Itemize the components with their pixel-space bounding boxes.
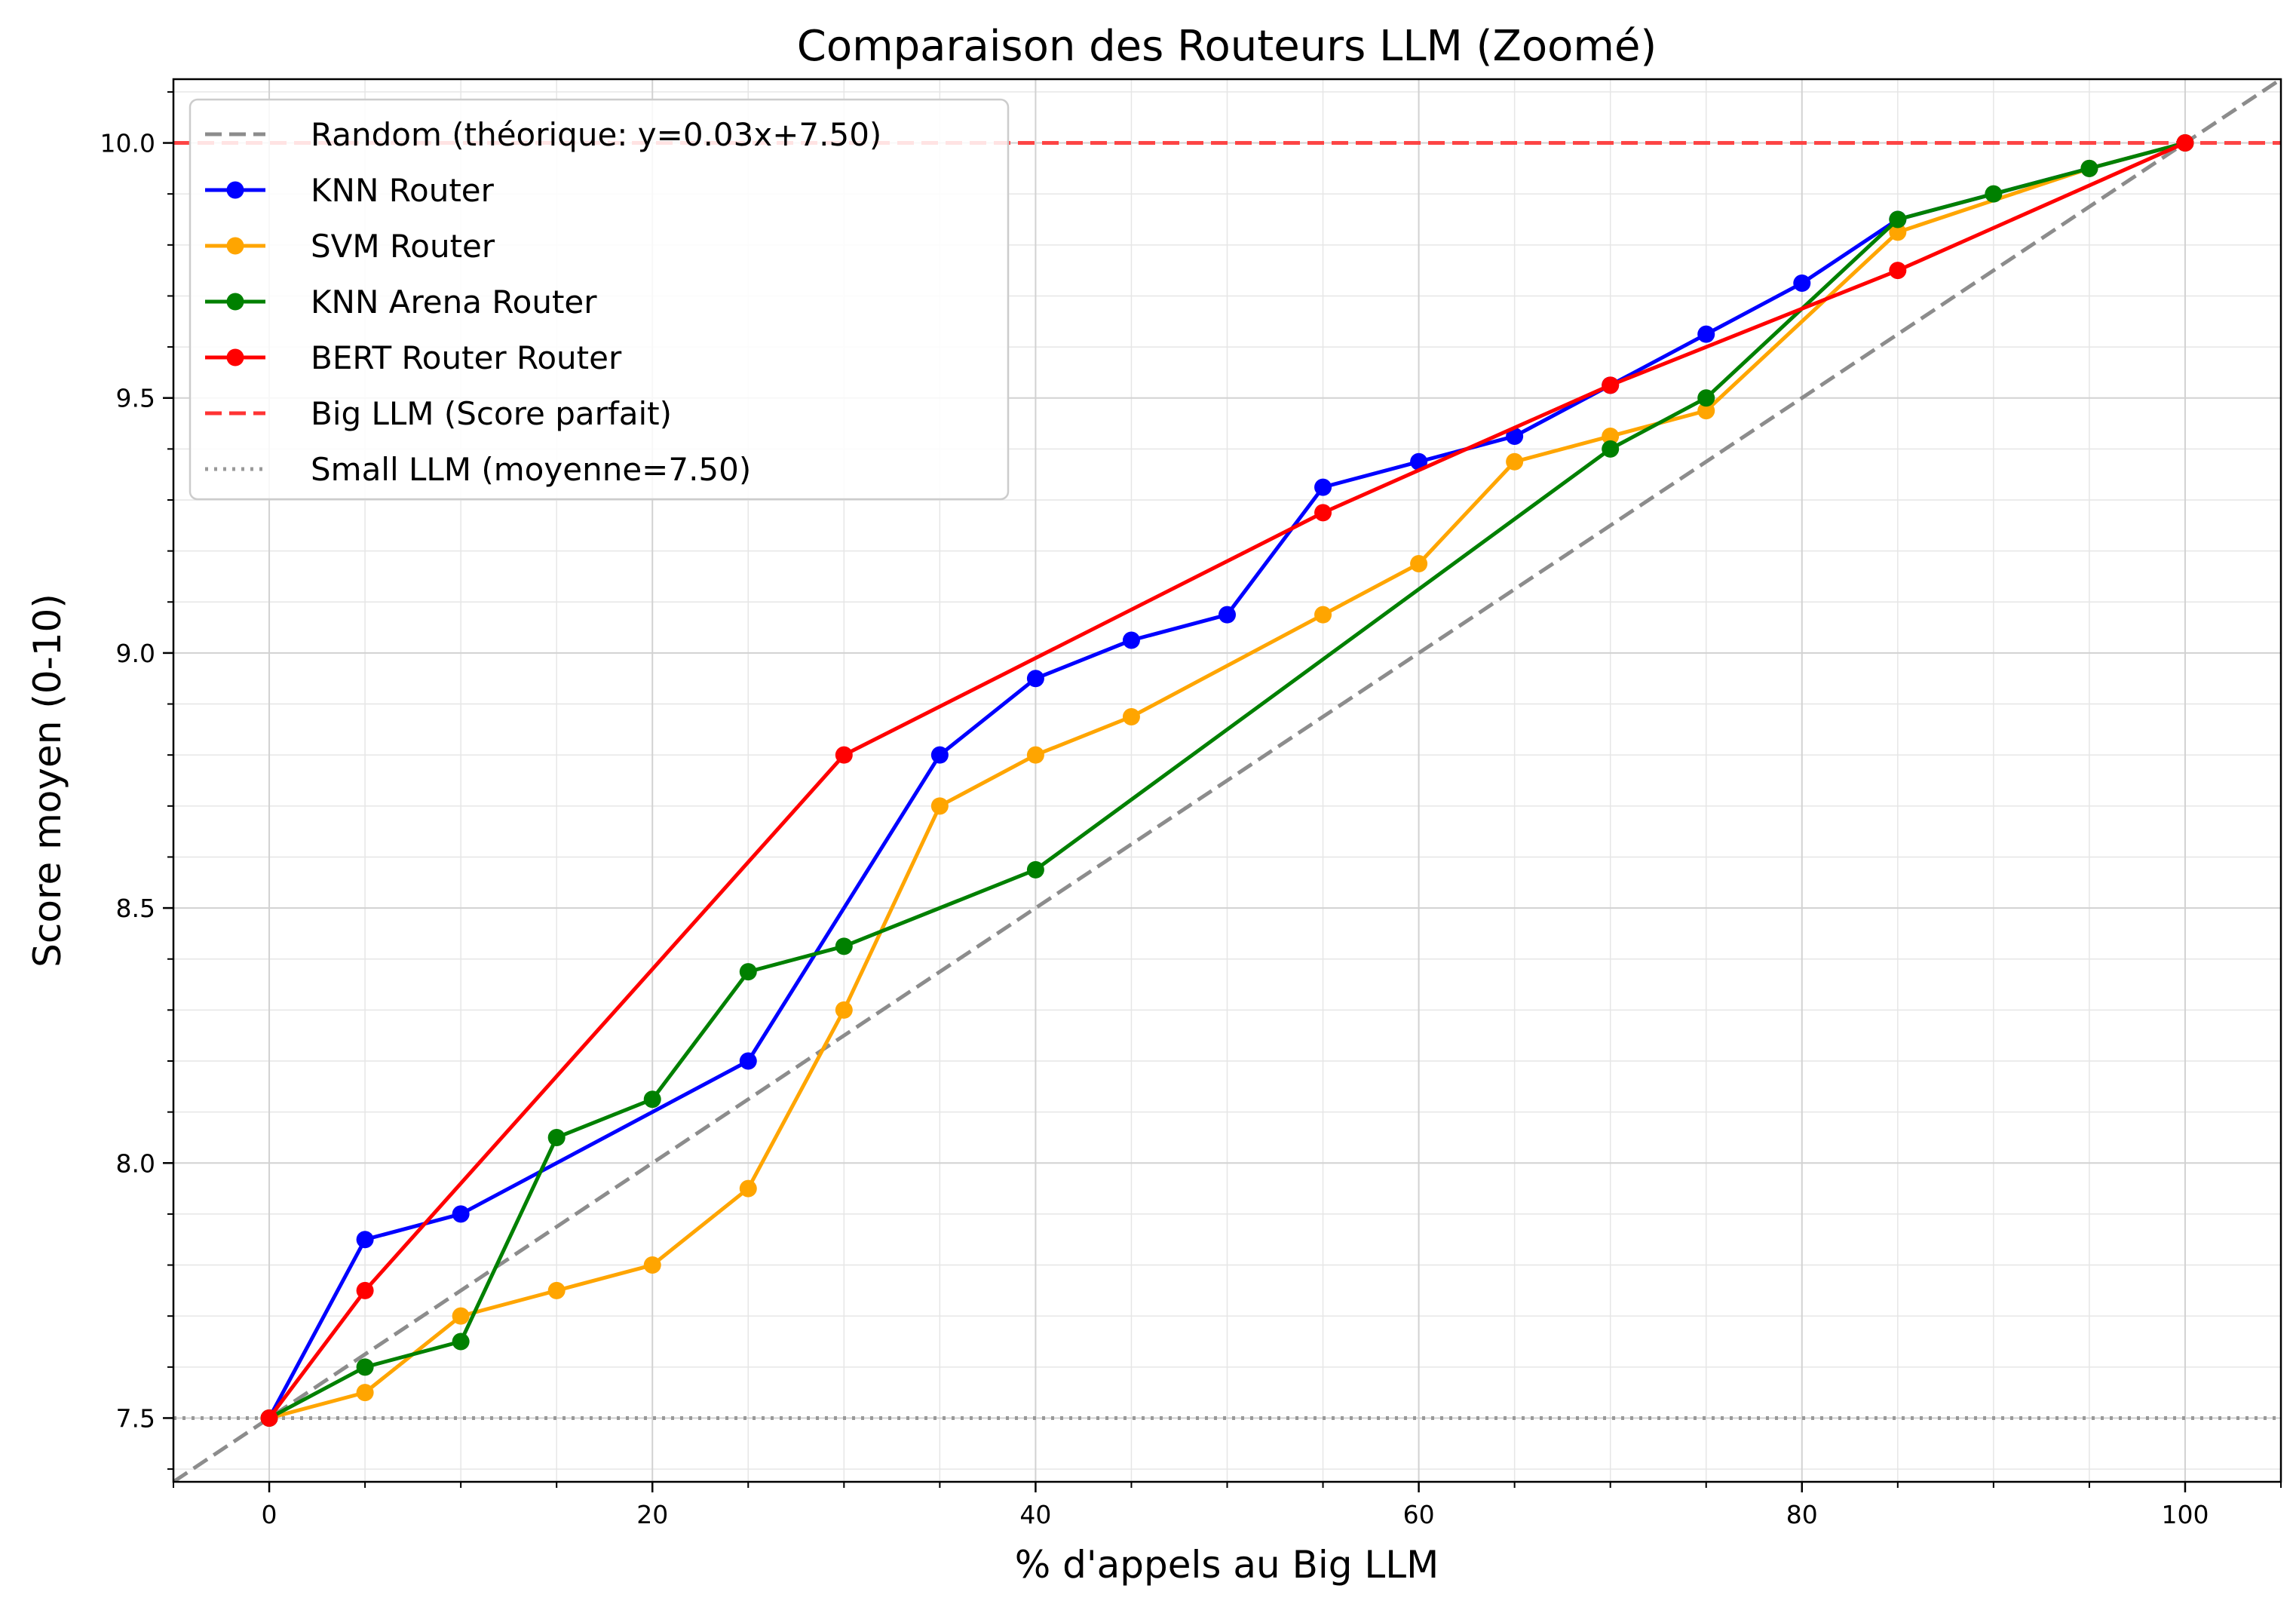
legend-entry-label: SVM Router (311, 228, 495, 265)
chart-title: Comparaison des Routeurs LLM (Zoomé) (797, 22, 1657, 71)
series-1-point (739, 1179, 757, 1198)
y-tick-label: 7.5 (116, 1403, 155, 1433)
series-0-point (1410, 452, 1428, 471)
series-1-point (1506, 452, 1524, 471)
series-0-point (1506, 427, 1524, 445)
legend-box (189, 98, 1010, 501)
series-0-point (1697, 325, 1715, 343)
series-0-point (739, 1052, 757, 1070)
series-1-point (1602, 427, 1620, 445)
series-2-point (1889, 210, 1907, 228)
series-0-point (1219, 606, 1236, 624)
y-tick-label: 8.0 (116, 1149, 155, 1178)
legend: Random (théorique: y=0.03x+7.50) KNN Rout… (189, 98, 1010, 501)
legend-entry-label: KNN Router (311, 172, 495, 209)
series-1-point (356, 1384, 374, 1402)
series-2-point (1697, 389, 1715, 407)
series-2-point (739, 963, 757, 981)
legend-entry-label: BERT Router Router (311, 339, 622, 376)
series-2-point (2080, 159, 2098, 177)
series-2-point (547, 1128, 566, 1146)
series-0-point (356, 1231, 374, 1249)
reference-line-0 (173, 79, 2281, 1482)
legend-swatch-marker (226, 237, 244, 255)
axes: 0 20 40 60 80 100 7.5 8.0 8.5 9.0 9.5 10.0 (100, 90, 2282, 1529)
x-tick-label: 60 (1403, 1500, 1435, 1529)
series-line-1 (268, 141, 2186, 1420)
series-2-point (835, 937, 853, 955)
y-tick-label: 10.0 (100, 129, 155, 158)
legend-swatch-marker (226, 293, 244, 311)
legend-entry-label: Big LLM (Score parfait) (311, 395, 672, 432)
series-3-point (356, 1281, 374, 1299)
series-1-point (1410, 555, 1428, 573)
series-line-2 (268, 141, 2186, 1420)
y-tick-label: 9.5 (116, 384, 155, 413)
legend-swatch-marker (226, 181, 244, 199)
legend-entry-label: KNN Arena Router (311, 284, 597, 320)
plot-clipped (173, 79, 2281, 1482)
series-1-point (1026, 746, 1044, 764)
x-tick-label: 0 (262, 1500, 277, 1529)
x-axis-label: % d'appels au Big LLM (1015, 1543, 1439, 1587)
y-tick-label: 8.5 (116, 894, 155, 923)
series-0-point (452, 1205, 470, 1223)
series-0-point (1793, 274, 1811, 293)
legend-entry-label: Random (théorique: y=0.03x+7.50) (311, 116, 881, 153)
series-3-point (835, 746, 853, 764)
series-1-point (1122, 707, 1140, 725)
series-1-point (452, 1307, 470, 1325)
series-1-point (835, 1001, 853, 1019)
series-2-point (452, 1333, 470, 1351)
series-1-point (547, 1281, 566, 1299)
series-3-point (1889, 262, 1907, 280)
series-1-point (1314, 606, 1332, 624)
x-tick-label: 100 (2161, 1500, 2209, 1529)
legend-entry-label: Small LLM (moyenne=7.50) (311, 451, 751, 488)
series-3-point (1602, 376, 1620, 394)
series-1-point (930, 797, 949, 815)
series-3-point (1314, 504, 1332, 522)
series-0-point (930, 746, 949, 764)
series-2-point (1602, 440, 1620, 458)
series-1-point (1697, 402, 1715, 420)
series-0-point (1026, 670, 1044, 688)
series-1-point (643, 1256, 661, 1274)
y-axis-label: Score moyen (0-10) (26, 593, 69, 968)
series-2-point (643, 1090, 661, 1109)
x-tick-label: 40 (1019, 1500, 1051, 1529)
series-0-point (1122, 631, 1140, 649)
series-2-point (1026, 860, 1044, 879)
series-1-point (1889, 223, 1907, 241)
legend-swatch-marker (226, 348, 244, 366)
series-0-point (1314, 478, 1332, 496)
x-tick-label: 80 (1786, 1500, 1818, 1529)
y-tick-label: 9.0 (116, 639, 155, 668)
series-3-point (2176, 134, 2194, 152)
series-2-point (1985, 185, 2003, 203)
x-tick-label: 20 (636, 1500, 668, 1529)
series-3-point (260, 1409, 278, 1427)
plot-area (173, 79, 2281, 1482)
series-2-point (356, 1358, 374, 1376)
